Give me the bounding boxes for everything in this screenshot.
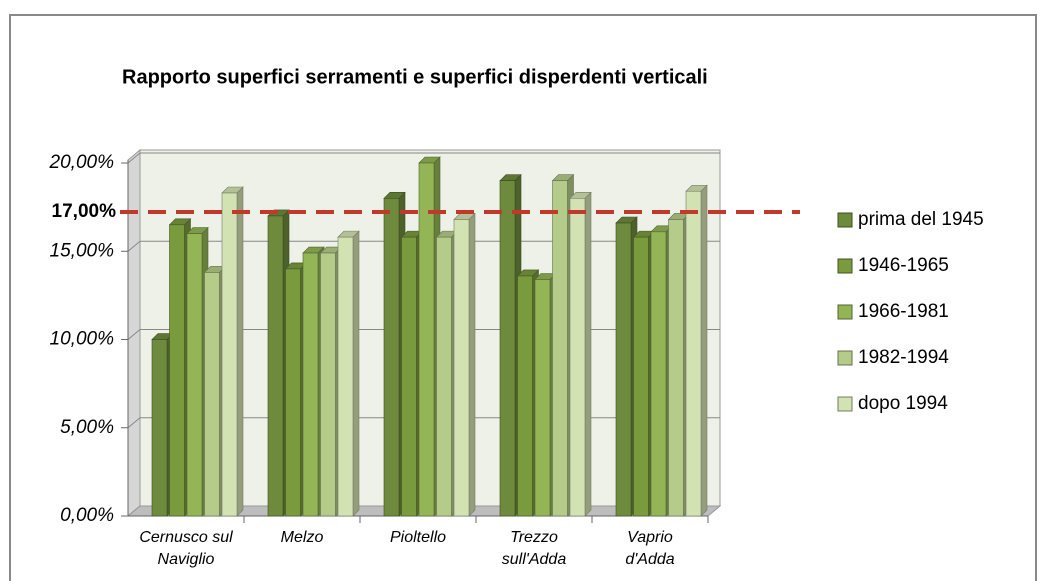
bar <box>517 275 533 517</box>
y-tick-label: 15,00% <box>50 240 115 261</box>
bar <box>151 339 168 517</box>
legend-label: 1966-1981 <box>858 301 949 322</box>
legend-label: 1946-1965 <box>858 255 949 276</box>
grid-line <box>127 329 141 340</box>
reference-label-bg <box>20 199 116 224</box>
x-tick-label: Cernusco sul <box>139 529 233 546</box>
bar <box>204 272 220 517</box>
legend-swatch <box>837 212 853 228</box>
x-tick-label: Melzo <box>281 529 324 546</box>
grid-line <box>127 152 141 164</box>
x-tick-label: Vaprio <box>627 529 673 546</box>
legend-swatch <box>837 258 853 274</box>
bar <box>453 219 470 517</box>
bar <box>436 236 452 517</box>
bar <box>499 180 516 517</box>
side-wall <box>127 148 141 518</box>
grid-line <box>127 240 141 252</box>
bar <box>186 233 203 517</box>
bar <box>383 198 400 517</box>
bar <box>552 180 568 517</box>
legend-swatch <box>837 304 853 320</box>
bar <box>633 236 649 517</box>
bar <box>302 252 319 517</box>
y-tick-label: 20,00% <box>49 152 115 173</box>
legend-swatch <box>837 396 853 412</box>
y-tick-label: 5,00% <box>60 417 114 438</box>
bar <box>221 192 238 517</box>
bar <box>569 198 586 517</box>
bar <box>668 219 684 517</box>
bar <box>615 222 632 517</box>
bar-side <box>584 191 592 517</box>
bar <box>337 236 354 517</box>
bar <box>650 231 667 517</box>
bar <box>418 162 435 517</box>
legend-label: 1982-1994 <box>858 347 949 368</box>
bar <box>685 190 702 517</box>
legend-label: prima del 1945 <box>858 209 984 230</box>
bar <box>320 252 336 517</box>
bar <box>267 215 284 517</box>
bar-side <box>468 212 476 517</box>
y-tick-label: 10,00% <box>50 329 115 350</box>
chart-title: Rapporto superfici serramenti e superfic… <box>122 66 708 88</box>
bar-side <box>236 186 244 517</box>
x-tick-label: sull'Adda <box>502 551 567 568</box>
bar <box>285 268 301 517</box>
reference-label: 17,00% <box>52 201 117 222</box>
bar-side <box>352 230 360 517</box>
bar <box>169 224 185 517</box>
x-tick-label: Pioltello <box>390 529 446 546</box>
y-tick-label: 0,00% <box>60 505 114 526</box>
x-tick-label: Trezzo <box>510 529 558 546</box>
x-tick-label: d'Adda <box>625 551 674 568</box>
bar <box>401 236 417 517</box>
bar-side <box>700 184 708 517</box>
legend-swatch <box>837 350 853 366</box>
grid-line <box>127 417 141 429</box>
bar <box>534 279 551 517</box>
legend-label: dopo 1994 <box>858 393 948 414</box>
x-tick-label: Naviglio <box>158 551 215 568</box>
